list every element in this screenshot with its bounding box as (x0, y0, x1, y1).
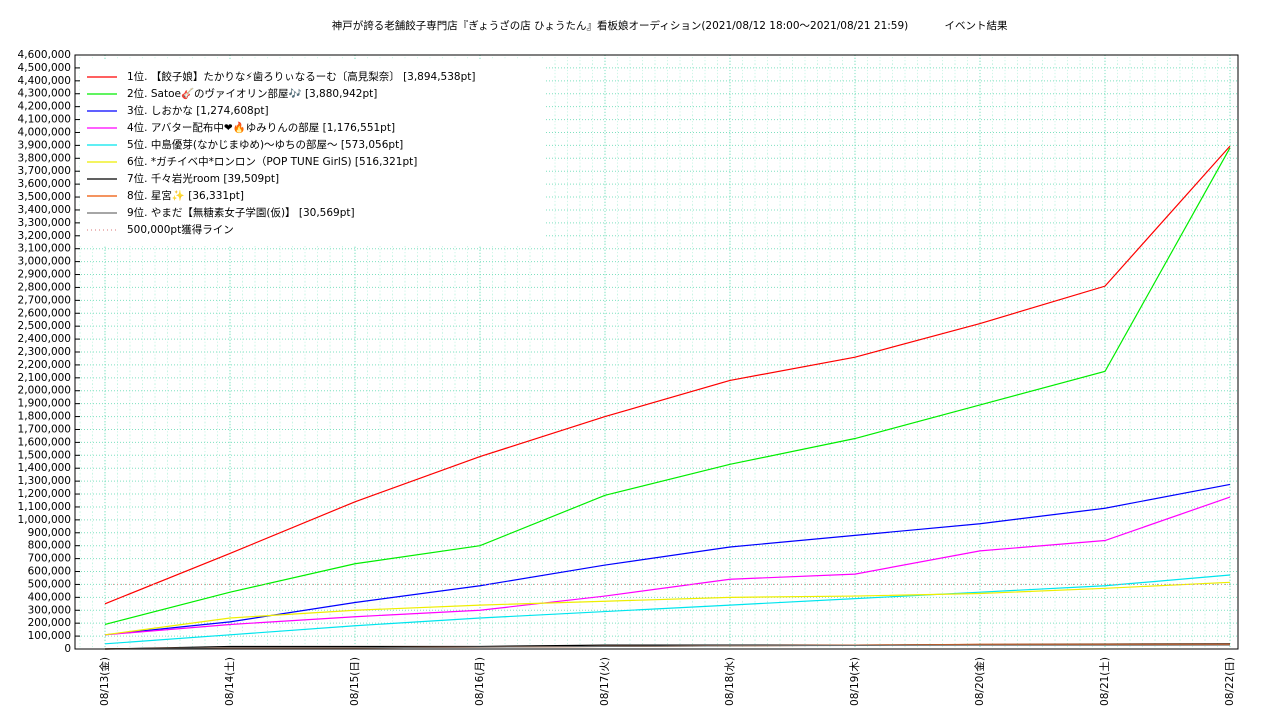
legend-box (80, 60, 545, 245)
x-tick-label: 08/17(火) (599, 657, 611, 706)
y-tick-label: 600,000 (28, 566, 71, 578)
x-tick-label: 08/15(日) (349, 657, 361, 706)
y-tick-label: 900,000 (28, 527, 71, 539)
y-tick-label: 3,500,000 (18, 191, 71, 203)
y-tick-label: 1,000,000 (18, 514, 71, 526)
plot-frame (74, 54, 1239, 650)
y-tick-label: 1,500,000 (18, 449, 71, 461)
legend-label: 1位. 【餃子娘】たかりな⚡歯ろりぃなるーむ〔高見梨奈〕 [3,894,538p… (127, 70, 475, 83)
legend-label: 2位. Satoe🎸のヴァイオリン部屋🎶 [3,880,942pt] (127, 87, 377, 100)
y-tick-label: 4,400,000 (18, 75, 71, 87)
y-tick-label: 400,000 (28, 591, 71, 603)
y-tick-label: 3,800,000 (18, 152, 71, 164)
series-line (104, 496, 1231, 636)
y-tick-label: 1,100,000 (18, 501, 71, 513)
legend-label: 5位. 中島優芽(なかじまゆめ)〜ゆちの部屋〜 [573,056pt] (127, 138, 403, 151)
y-tick-label: 4,100,000 (18, 114, 71, 126)
y-tick-label: 4,300,000 (18, 88, 71, 100)
y-tick-label: 2,900,000 (18, 269, 71, 281)
x-tick-label: 08/16(月) (474, 657, 486, 706)
y-tick-label: 2,300,000 (18, 346, 71, 358)
series-line (104, 145, 1231, 605)
legend-label: 9位. やまだ【無糖素女子学園(仮)】 [30,569pt] (127, 206, 355, 219)
y-tick-label: 1,900,000 (18, 398, 71, 410)
y-tick-label: 3,000,000 (18, 256, 71, 268)
y-tick-label: 300,000 (28, 604, 71, 616)
y-tick-label: 2,000,000 (18, 385, 71, 397)
y-tick-label: 2,500,000 (18, 320, 71, 332)
series-line (104, 147, 1231, 626)
x-tick-label: 08/19(木) (849, 657, 861, 706)
y-tick-label: 3,900,000 (18, 139, 71, 151)
y-tick-label: 2,700,000 (18, 294, 71, 306)
y-tick-label: 1,300,000 (18, 475, 71, 487)
y-tick-label: 2,100,000 (18, 372, 71, 384)
legend-label: 3位. しおかな [1,274,608pt] (127, 104, 269, 117)
y-tick-label: 2,800,000 (18, 281, 71, 293)
y-tick-label: 1,200,000 (18, 488, 71, 500)
x-tick-label: 08/14(土) (223, 657, 236, 706)
y-tick-label: 4,600,000 (18, 49, 71, 61)
x-tick-label: 08/13(金) (98, 657, 111, 706)
y-tick-label: 1,600,000 (18, 436, 71, 448)
x-tick-label: 08/21(土) (1098, 657, 1111, 706)
y-tick-label: 4,200,000 (18, 101, 71, 113)
y-tick-label: 3,700,000 (18, 165, 71, 177)
legend-label: 7位. 千々岩光room [39,509pt] (127, 172, 279, 185)
y-tick-label: 1,800,000 (18, 411, 71, 423)
y-tick-label: 2,200,000 (18, 359, 71, 371)
series-line (104, 483, 1231, 636)
legend-label: 500,000pt獲得ライン (127, 223, 234, 236)
y-tick-label: 3,400,000 (18, 204, 71, 216)
y-tick-label: 800,000 (28, 540, 71, 552)
y-tick-label: 100,000 (28, 630, 71, 642)
y-tick-label: 2,400,000 (18, 333, 71, 345)
y-tick-label: 2,600,000 (18, 307, 71, 319)
y-tick-label: 1,400,000 (18, 462, 71, 474)
y-tick-label: 3,300,000 (18, 217, 71, 229)
y-tick-label: 500,000 (28, 578, 71, 590)
y-tick-label: 0 (64, 643, 71, 655)
y-tick-label: 3,200,000 (18, 230, 71, 242)
legend-label: 8位. 星宮✨ [36,331pt] (127, 189, 244, 202)
legend-label: 6位. *ガチイベ中*ロンロン（POP TUNE GirlS) [516,321… (127, 155, 417, 168)
x-tick-label: 08/20(金) (973, 657, 986, 706)
y-tick-label: 4,000,000 (18, 126, 71, 138)
legend-label: 4位. アバター配布中❤🔥ゆみりんの部屋 [1,176,551pt] (127, 121, 395, 134)
y-tick-label: 4,500,000 (18, 62, 71, 74)
x-tick-label: 08/22(日) (1224, 657, 1236, 706)
series-line (104, 574, 1231, 645)
x-tick-label: 08/18(水) (724, 657, 736, 706)
series-line (104, 581, 1231, 636)
y-tick-label: 3,600,000 (18, 178, 71, 190)
y-tick-label: 1,700,000 (18, 423, 71, 435)
y-tick-label: 200,000 (28, 617, 71, 629)
series-line (104, 644, 1231, 650)
y-tick-label: 3,100,000 (18, 243, 71, 255)
y-tick-label: 700,000 (28, 553, 71, 565)
chart-title: 神戸が誇る老舗餃子専門店『ぎょうざの店 ひょうたん』看板娘オーディション(202… (332, 19, 909, 32)
chart-subtitle: イベント結果 (945, 19, 1008, 32)
